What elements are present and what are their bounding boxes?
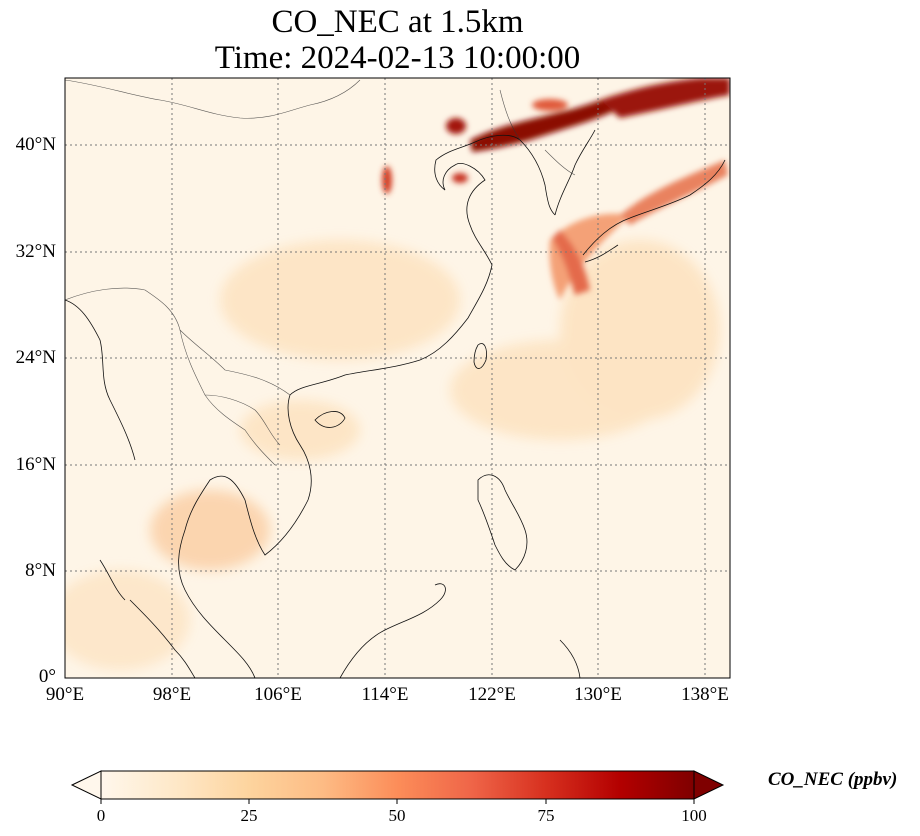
indochina-outline bbox=[178, 394, 312, 678]
coastlines bbox=[65, 129, 726, 678]
lon-tick-114e: 114°E bbox=[361, 684, 409, 705]
colorbar-extend-max bbox=[693, 770, 725, 800]
plume-shandong bbox=[452, 173, 468, 183]
lat-tick-0: 0° bbox=[38, 666, 56, 687]
plume-japan-east bbox=[620, 160, 728, 225]
map-title: CO_NEC at 1.5km bbox=[271, 4, 524, 40]
plume-pacific-swirl bbox=[560, 240, 720, 420]
plume-japan-core bbox=[552, 230, 590, 295]
lat-tick-8n: 8°N bbox=[25, 560, 56, 581]
lon-tick-106e: 106°E bbox=[254, 684, 302, 705]
plume-japan-sea bbox=[549, 213, 630, 300]
colorbar-gradient bbox=[101, 771, 694, 799]
philippines-outline bbox=[477, 474, 528, 571]
colorbar-extend-min bbox=[70, 770, 102, 800]
plume-eastern-china bbox=[220, 240, 460, 360]
concentration-field bbox=[65, 78, 730, 678]
plume-beijing-dark bbox=[446, 118, 466, 134]
japan-outline bbox=[582, 159, 726, 263]
sulawesi-outline bbox=[559, 639, 581, 678]
lon-tick-138e: 138°E bbox=[681, 684, 729, 705]
map-figure bbox=[64, 77, 731, 679]
gridlines bbox=[65, 78, 730, 678]
colorbar-tick-0: 0 bbox=[96, 806, 106, 825]
lon-tick-98e: 98°E bbox=[152, 684, 192, 705]
myanmar-coast bbox=[65, 299, 136, 461]
lon-tick-90e: 90°E bbox=[45, 684, 85, 705]
borneo-outline bbox=[339, 583, 446, 678]
map-frame bbox=[64, 77, 731, 679]
hainan-island-outline bbox=[314, 411, 346, 428]
lat-tick-40n: 40°N bbox=[15, 134, 56, 155]
colorbar-label: CO_NEC (ppbv) bbox=[768, 769, 898, 790]
plume-andaman bbox=[65, 570, 190, 670]
lat-tick-32n: 32°N bbox=[15, 241, 56, 262]
lon-tick-122e: 122°E bbox=[468, 684, 516, 705]
map-subtitle-time: Time: 2024-02-13 10:00:00 bbox=[214, 40, 581, 76]
lat-tick-16n: 16°N bbox=[15, 454, 56, 475]
sumatra-outline bbox=[99, 559, 196, 678]
country-borders bbox=[65, 79, 576, 466]
lon-tick-130e: 130°E bbox=[574, 684, 622, 705]
lat-tick-24n: 24°N bbox=[15, 347, 56, 368]
plume-korea-north bbox=[532, 99, 568, 111]
plume-indochina bbox=[240, 400, 360, 460]
taiwan-outline bbox=[473, 343, 487, 369]
colorbar-tick-100: 100 bbox=[681, 806, 707, 825]
colorbar-tick-25: 25 bbox=[240, 806, 258, 825]
colorbar-tick-50: 50 bbox=[388, 806, 406, 825]
plume-bohai-dark bbox=[470, 95, 615, 152]
colorbar-tick-75: 75 bbox=[537, 806, 555, 825]
plume-northeast-dark bbox=[600, 78, 730, 118]
